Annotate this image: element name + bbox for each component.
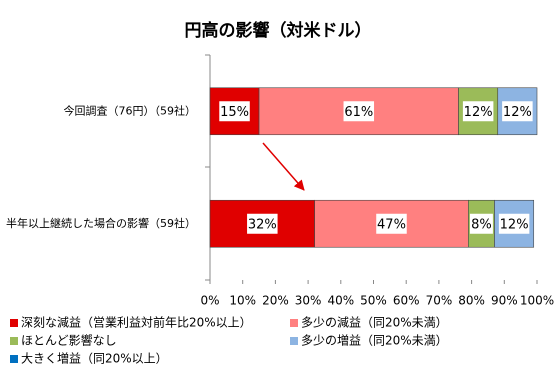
data-label: 61% — [344, 105, 373, 120]
legend-label: 多少の減益（同20%未満） — [301, 315, 448, 330]
data-label: 12% — [464, 105, 493, 120]
x-tick-label: 90% — [491, 294, 518, 308]
x-tick-label: 80% — [458, 294, 485, 308]
data-label: 12% — [503, 105, 532, 120]
label-box — [462, 101, 494, 122]
label-box — [469, 213, 493, 234]
data-label: 12% — [500, 217, 529, 232]
label-box — [376, 213, 407, 234]
x-tick-label: 20% — [262, 294, 289, 308]
label-box — [247, 213, 278, 234]
data-label: 32% — [248, 217, 277, 232]
x-tick-label: 100% — [520, 294, 554, 308]
chart-title: 円高の影響（対米ドル） — [185, 20, 372, 41]
label-box — [343, 101, 375, 122]
data-label: 15% — [220, 105, 249, 120]
x-tick-label: 0% — [200, 294, 219, 308]
legend-swatch — [10, 337, 18, 345]
legend-label: ほとんど影響なし — [21, 333, 117, 348]
label-box — [502, 101, 533, 122]
x-tick-label: 10% — [229, 294, 256, 308]
legend-label: 多少の増益（同20%未満） — [301, 334, 448, 348]
y-tick-label: 今回調査（76円）（59社） — [64, 103, 197, 117]
label-box — [219, 101, 250, 122]
legend-swatch — [10, 319, 18, 327]
arrow — [262, 142, 305, 191]
y-tick-label: 半年以上継続した場合の影響（59社） — [6, 216, 196, 230]
x-tick-label: 40% — [327, 294, 354, 308]
legend-label: 深刻な減益（営業利益対前年比20%以上） — [21, 315, 252, 330]
data-label: 47% — [377, 217, 406, 232]
legend-swatch — [290, 337, 298, 345]
data-label: 8% — [471, 217, 492, 232]
label-box — [498, 213, 530, 234]
legend-label: 大きく増益（同20%以上） — [21, 352, 168, 366]
x-tick-label: 70% — [426, 294, 453, 308]
x-tick-label: 50% — [360, 294, 387, 308]
legend-swatch — [290, 319, 298, 327]
x-tick-label: 30% — [295, 294, 322, 308]
legend-swatch — [10, 355, 18, 363]
x-tick-label: 60% — [393, 294, 420, 308]
